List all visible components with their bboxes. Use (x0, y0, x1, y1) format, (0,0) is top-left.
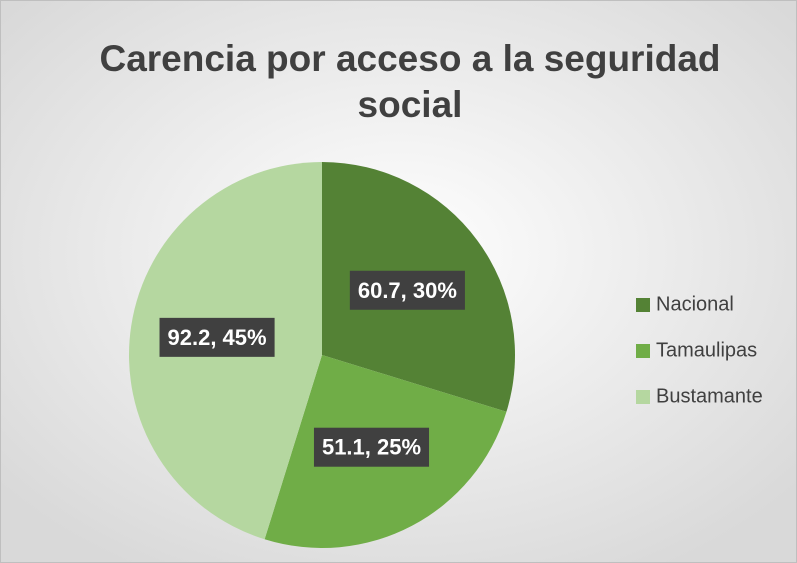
legend-swatch (636, 344, 650, 358)
data-label-text: 92.2, 45% (168, 325, 267, 350)
chart-title: Carencia por acceso a la seguridad socia… (99, 38, 721, 125)
legend-label: Bustamante (656, 385, 763, 407)
data-label: 51.1, 25% (313, 427, 430, 467)
data-label: 92.2, 45% (159, 317, 275, 357)
data-label-box (349, 270, 465, 310)
data-label-text: 60.7, 30% (358, 278, 457, 303)
data-label-box (159, 317, 275, 357)
legend-label: Tamaulipas (656, 339, 757, 361)
legend-swatch (636, 390, 650, 404)
data-label-box (313, 427, 430, 467)
data-label: 60.7, 30% (349, 270, 465, 310)
legend-swatch (636, 298, 650, 312)
data-label-text: 51.1, 25% (322, 435, 421, 460)
legend-label: Nacional (656, 293, 734, 315)
